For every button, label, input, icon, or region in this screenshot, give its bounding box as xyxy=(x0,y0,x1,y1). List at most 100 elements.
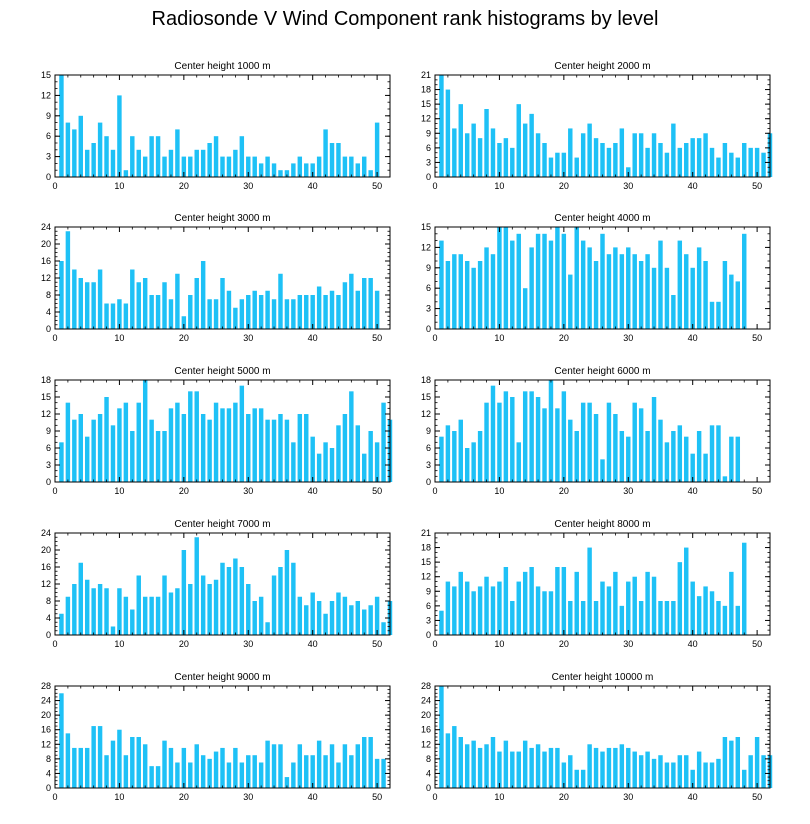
histogram-bar xyxy=(123,170,129,177)
y-tick-label: 12 xyxy=(421,572,431,582)
histogram-bar xyxy=(645,147,650,177)
histogram-bar xyxy=(638,408,644,482)
histogram-bar xyxy=(696,138,702,177)
histogram-bar xyxy=(117,95,122,177)
histogram-bar xyxy=(503,391,509,482)
x-tick-label: 50 xyxy=(752,792,762,802)
x-tick-label: 40 xyxy=(688,333,698,343)
histogram-bar xyxy=(748,755,753,788)
histogram-bar xyxy=(59,693,64,788)
histogram-bar xyxy=(336,143,341,177)
histogram-bar xyxy=(59,75,64,177)
y-tick-label: 20 xyxy=(41,710,51,720)
histogram-bar xyxy=(580,601,586,635)
histogram-bar xyxy=(548,591,554,635)
histogram-bar xyxy=(304,755,309,788)
histogram-bar xyxy=(484,402,489,482)
y-tick-label: 20 xyxy=(41,239,51,249)
histogram-bar xyxy=(722,261,728,329)
histogram-bar xyxy=(316,740,322,788)
histogram-bar xyxy=(606,147,612,177)
x-tick-label: 20 xyxy=(559,792,569,802)
histogram-bar xyxy=(613,143,618,177)
histogram-bar xyxy=(651,758,657,788)
histogram-bar xyxy=(142,156,148,177)
histogram-bar xyxy=(606,586,612,635)
histogram-bar xyxy=(291,762,296,788)
histogram-bar xyxy=(258,163,264,177)
y-tick-label: 0 xyxy=(46,477,51,487)
histogram-bar xyxy=(84,579,90,635)
y-tick-label: 16 xyxy=(41,562,51,572)
panel-3: Center height 4000 m 0 10 20 30 40 50 0 3 6 9 12 15 xyxy=(421,213,771,343)
histogram-bar xyxy=(310,163,315,177)
histogram-bar xyxy=(439,75,444,177)
y-tick-label: 9 xyxy=(426,128,431,138)
histogram-bar xyxy=(213,299,219,329)
x-tick-label: 20 xyxy=(179,792,189,802)
histogram-bar xyxy=(226,762,232,788)
histogram-bar xyxy=(323,442,328,482)
histogram-bar xyxy=(593,747,599,788)
histogram-bar xyxy=(580,402,586,482)
histogram-bar xyxy=(729,152,734,177)
y-tick-label: 12 xyxy=(41,273,51,283)
histogram-bar xyxy=(271,163,277,177)
histogram-bar xyxy=(84,436,90,482)
histogram-bar xyxy=(735,737,741,788)
histogram-bar xyxy=(349,755,354,788)
histogram-bar xyxy=(735,157,741,177)
histogram-bar xyxy=(555,152,560,177)
histogram-bar xyxy=(568,755,573,788)
y-tick-label: 15 xyxy=(421,222,431,232)
y-tick-label: 16 xyxy=(41,725,51,735)
histogram-bar xyxy=(613,414,618,482)
histogram-bar xyxy=(555,567,560,635)
histogram-bar xyxy=(709,147,715,177)
histogram-bar xyxy=(149,766,154,788)
histogram-bar xyxy=(239,299,245,329)
histogram-bar xyxy=(606,254,612,329)
histogram-bar xyxy=(535,586,541,635)
histogram-bar xyxy=(452,128,457,177)
histogram-bar xyxy=(91,726,96,788)
histogram-bar xyxy=(381,758,386,788)
histogram-bar xyxy=(130,431,135,482)
histogram-bar xyxy=(703,453,708,482)
panel-title: Center height 8000 m xyxy=(554,519,650,530)
histogram-bar xyxy=(381,622,386,635)
y-tick-label: 15 xyxy=(421,557,431,567)
histogram-bar xyxy=(522,288,528,329)
histogram-bar xyxy=(535,133,541,177)
histogram-bar xyxy=(336,295,341,329)
y-tick-label: 15 xyxy=(421,99,431,109)
histogram-bar xyxy=(638,601,644,635)
histogram-bar xyxy=(155,295,161,329)
histogram-bar xyxy=(84,747,90,788)
histogram-bar xyxy=(226,156,232,177)
histogram-bar xyxy=(316,156,322,177)
x-tick-label: 10 xyxy=(494,792,504,802)
histogram-bar xyxy=(600,581,605,635)
histogram-bar xyxy=(477,431,483,482)
histogram-bar xyxy=(200,414,206,482)
histogram-bar xyxy=(194,744,199,788)
histogram-bar xyxy=(284,777,290,788)
y-tick-label: 16 xyxy=(421,725,431,735)
histogram-bar xyxy=(574,157,579,177)
y-tick-label: 8 xyxy=(46,290,51,300)
histogram-bar xyxy=(246,156,251,177)
histogram-bar xyxy=(213,579,219,635)
histogram-bar xyxy=(574,571,579,635)
histogram-bar xyxy=(445,733,451,788)
y-tick-label: 3 xyxy=(426,615,431,625)
histogram-bar xyxy=(606,402,612,482)
histogram-bar xyxy=(529,247,534,329)
histogram-bar xyxy=(220,562,225,635)
histogram-bar xyxy=(439,686,444,788)
histogram-bar xyxy=(561,152,567,177)
histogram-bar xyxy=(516,581,521,635)
histogram-bar xyxy=(664,267,670,329)
histogram-bar xyxy=(91,143,96,177)
histogram-bar xyxy=(226,567,232,635)
